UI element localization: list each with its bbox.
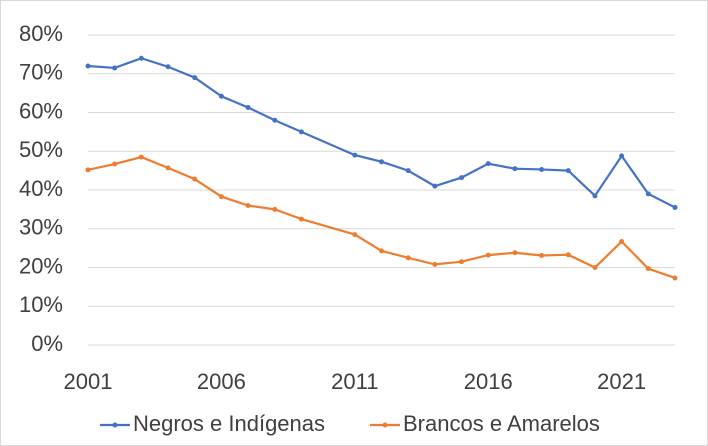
point (379, 248, 384, 254)
legend-marker (112, 422, 118, 428)
y-tick-label: 20% (19, 253, 63, 278)
y-tick-label: 30% (19, 215, 63, 240)
x-tick-label: 2006 (197, 369, 246, 394)
y-tick-label: 50% (19, 137, 63, 162)
point (352, 232, 358, 238)
point (85, 167, 91, 173)
point (272, 117, 278, 123)
point (218, 194, 224, 200)
x-tick-label: 2011 (331, 369, 378, 394)
y-tick-label: 0% (31, 331, 63, 356)
point (592, 265, 598, 270)
point (539, 166, 545, 172)
point (405, 168, 411, 174)
y-tick-label: 40% (19, 176, 63, 201)
point (619, 239, 625, 245)
point (165, 64, 171, 70)
series-line (87, 155, 676, 280)
legend-marker (382, 422, 388, 428)
point (138, 55, 144, 61)
legend-label: Brancos e Amarelos (403, 411, 600, 436)
point (459, 259, 465, 265)
point (112, 65, 118, 71)
point (432, 183, 438, 189)
x-tick-label: 2001 (64, 369, 113, 394)
point (112, 161, 118, 167)
y-tick-label: 60% (19, 98, 63, 123)
point (512, 166, 518, 172)
point (672, 204, 678, 210)
point (645, 191, 651, 197)
point (405, 255, 411, 261)
point (512, 250, 518, 256)
point (432, 261, 438, 267)
series-line (87, 57, 676, 209)
point (218, 93, 224, 99)
point (459, 175, 465, 181)
point (272, 206, 278, 212)
point (645, 266, 651, 272)
point (352, 152, 358, 158)
point (672, 275, 678, 281)
y-tick-label: 70% (19, 60, 63, 85)
point (379, 159, 384, 165)
point (245, 203, 251, 208)
point (592, 193, 598, 199)
point (539, 252, 545, 258)
point (192, 176, 198, 182)
point (165, 165, 171, 171)
x-tick-label: 2021 (597, 369, 646, 394)
point (485, 252, 491, 258)
point (565, 168, 571, 174)
point (565, 252, 571, 258)
point (192, 75, 198, 81)
point (85, 63, 91, 69)
x-tick-label: 2016 (464, 369, 513, 394)
legend-label: Negros e Indígenas (133, 411, 325, 436)
y-tick-label: 80% (19, 21, 63, 46)
point (138, 154, 144, 160)
y-tick-label: 10% (19, 292, 63, 317)
point (298, 129, 304, 135)
point (485, 161, 491, 167)
point (245, 104, 251, 110)
point (298, 216, 304, 222)
point (619, 153, 625, 159)
